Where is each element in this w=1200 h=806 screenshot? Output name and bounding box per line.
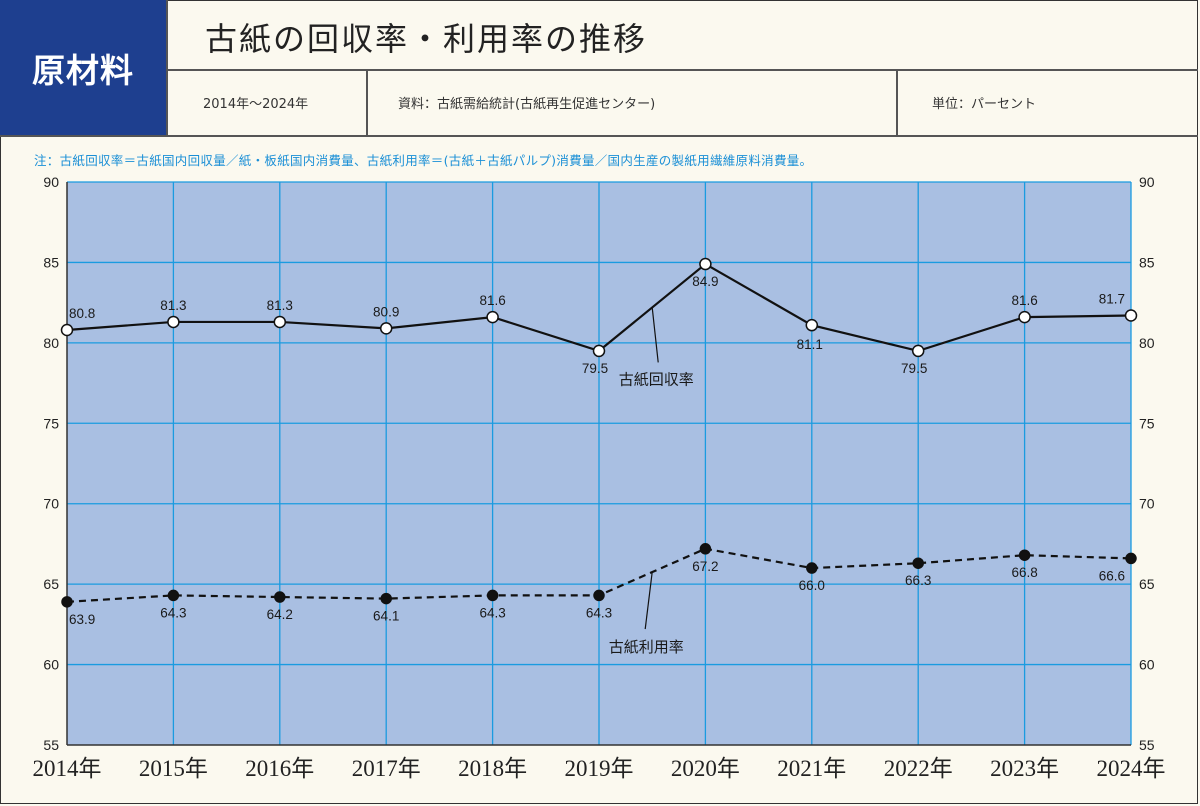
y-tick-label-right: 80 <box>1139 335 1155 351</box>
data-point-marker <box>273 315 287 329</box>
data-label: 63.9 <box>69 612 95 627</box>
data-label: 64.3 <box>586 605 612 620</box>
data-point-marker <box>805 318 819 332</box>
data-point-marker <box>806 562 818 574</box>
series-recovery-rate: 80.8 81.3 81.3 80.9 81.6 79.5 84.9 81.1 79.5 81.6… <box>60 257 1138 376</box>
series-group: 80.8 81.3 81.3 80.9 81.6 79.5 84.9 81.1 79.5 81.6… <box>60 257 1138 627</box>
data-label: 64.3 <box>160 605 186 620</box>
y-tick-label-right: 85 <box>1139 254 1155 270</box>
x-axis-ticks: 2014年 2015年 2016年 2017年 2018年 2019年 2020年 2021年… <box>33 756 1166 781</box>
data-label: 79.5 <box>901 361 927 376</box>
data-point-marker <box>592 344 606 358</box>
data-label: 81.7 <box>1099 292 1125 307</box>
y-tick-label-right: 90 <box>1139 174 1155 190</box>
data-point-marker <box>380 592 392 605</box>
data-label: 84.9 <box>692 274 718 289</box>
data-point-marker <box>1018 310 1031 324</box>
y-tick-label-right: 75 <box>1139 415 1155 431</box>
callout-leader-line <box>651 307 659 363</box>
data-label: 66.6 <box>1099 568 1125 583</box>
y-axis-right-ticks: 90 85 80 75 70 65 60 55 <box>1139 174 1155 753</box>
data-label: 81.6 <box>479 293 505 308</box>
series-callout-recovery-rate: 古紙回収率 <box>619 370 694 388</box>
data-point-marker <box>1124 309 1138 322</box>
source-text: 資料：古紙需給統計(古紙再生促進センター) <box>398 97 656 112</box>
x-tick-label: 2017年 <box>352 756 421 781</box>
x-tick-label: 2019年 <box>565 756 634 781</box>
series-callout-utilization-rate: 古紙利用率 <box>609 638 684 656</box>
data-point-marker <box>60 323 74 337</box>
x-tick-label: 2015年 <box>139 756 208 781</box>
y-tick-label: 65 <box>43 576 59 592</box>
data-point-marker <box>1125 552 1137 565</box>
data-point-marker <box>1018 549 1031 561</box>
y-tick-label-right: 60 <box>1139 657 1155 673</box>
data-point-marker <box>167 589 180 602</box>
data-point-marker <box>167 315 180 329</box>
data-label: 81.1 <box>797 337 823 352</box>
y-tick-label: 85 <box>43 254 59 270</box>
data-label: 64.3 <box>479 605 505 620</box>
data-point-marker <box>379 322 393 335</box>
data-label: 80.9 <box>373 304 399 319</box>
y-tick-label: 60 <box>43 657 59 673</box>
data-label: 81.3 <box>267 298 293 313</box>
x-tick-label: 2024年 <box>1097 756 1166 781</box>
data-point-marker <box>911 344 925 358</box>
callout-leader-line <box>644 572 653 630</box>
y-tick-label: 90 <box>43 174 59 190</box>
x-tick-label: 2020年 <box>671 756 740 781</box>
data-label: 66.3 <box>905 573 931 588</box>
unit-text: 単位：パーセント <box>932 97 1037 112</box>
x-tick-label: 2018年 <box>458 756 527 781</box>
grid-lines <box>67 181 1132 745</box>
y-axis-left-ticks: 90 85 80 75 70 65 60 55 <box>43 174 59 753</box>
data-label: 64.1 <box>373 609 399 624</box>
footnote: 注：古紙回収率＝古紙国内回収量／紙・板紙国内消費量、古紙利用率＝(古紙＋古紙パル… <box>34 153 813 168</box>
y-tick-label: 55 <box>43 737 59 753</box>
x-tick-label: 2023年 <box>990 756 1059 781</box>
data-point-marker <box>912 557 924 569</box>
y-tick-label-right: 70 <box>1139 496 1155 512</box>
x-tick-label: 2016年 <box>245 756 314 781</box>
series-utilization-rate: 63.9 64.3 64.2 64.1 64.3 64.3 67.2 66.0 66.3 66.8… <box>61 543 1137 627</box>
data-label: 80.8 <box>69 306 95 321</box>
data-point-marker <box>486 310 499 324</box>
data-label: 81.3 <box>160 298 186 313</box>
data-label: 64.2 <box>267 607 293 622</box>
data-point-marker <box>699 257 712 271</box>
y-tick-label-right: 55 <box>1139 737 1155 753</box>
y-tick-label-right: 65 <box>1139 576 1155 592</box>
data-point-marker <box>61 596 73 608</box>
x-tick-label: 2021年 <box>777 756 846 781</box>
category-label: 原材料 <box>32 51 134 90</box>
y-tick-label: 70 <box>43 496 59 512</box>
x-tick-label: 2014年 <box>33 756 102 781</box>
data-point-marker <box>593 589 605 602</box>
data-label: 66.8 <box>1011 565 1037 580</box>
axes <box>66 182 1131 746</box>
data-point-marker <box>699 543 712 555</box>
header-bottom-border <box>0 135 1198 137</box>
data-label: 66.0 <box>799 578 825 593</box>
period-text: 2014年～2024年 <box>203 97 309 112</box>
y-tick-label: 75 <box>43 415 59 431</box>
y-tick-label: 80 <box>43 335 59 351</box>
x-tick-label: 2022年 <box>884 756 953 781</box>
header-divider <box>166 69 1198 71</box>
data-label: 81.6 <box>1011 293 1037 308</box>
data-label: 67.2 <box>692 559 718 574</box>
category-divider <box>166 0 168 136</box>
category-badge: 原材料 <box>0 0 166 136</box>
source-divider <box>896 69 898 136</box>
data-point-marker <box>486 589 499 602</box>
data-point-marker <box>274 591 286 603</box>
page-title: 古紙の回収率・利用率の推移 <box>205 20 648 58</box>
period-divider <box>366 69 368 136</box>
data-label: 79.5 <box>582 361 608 376</box>
